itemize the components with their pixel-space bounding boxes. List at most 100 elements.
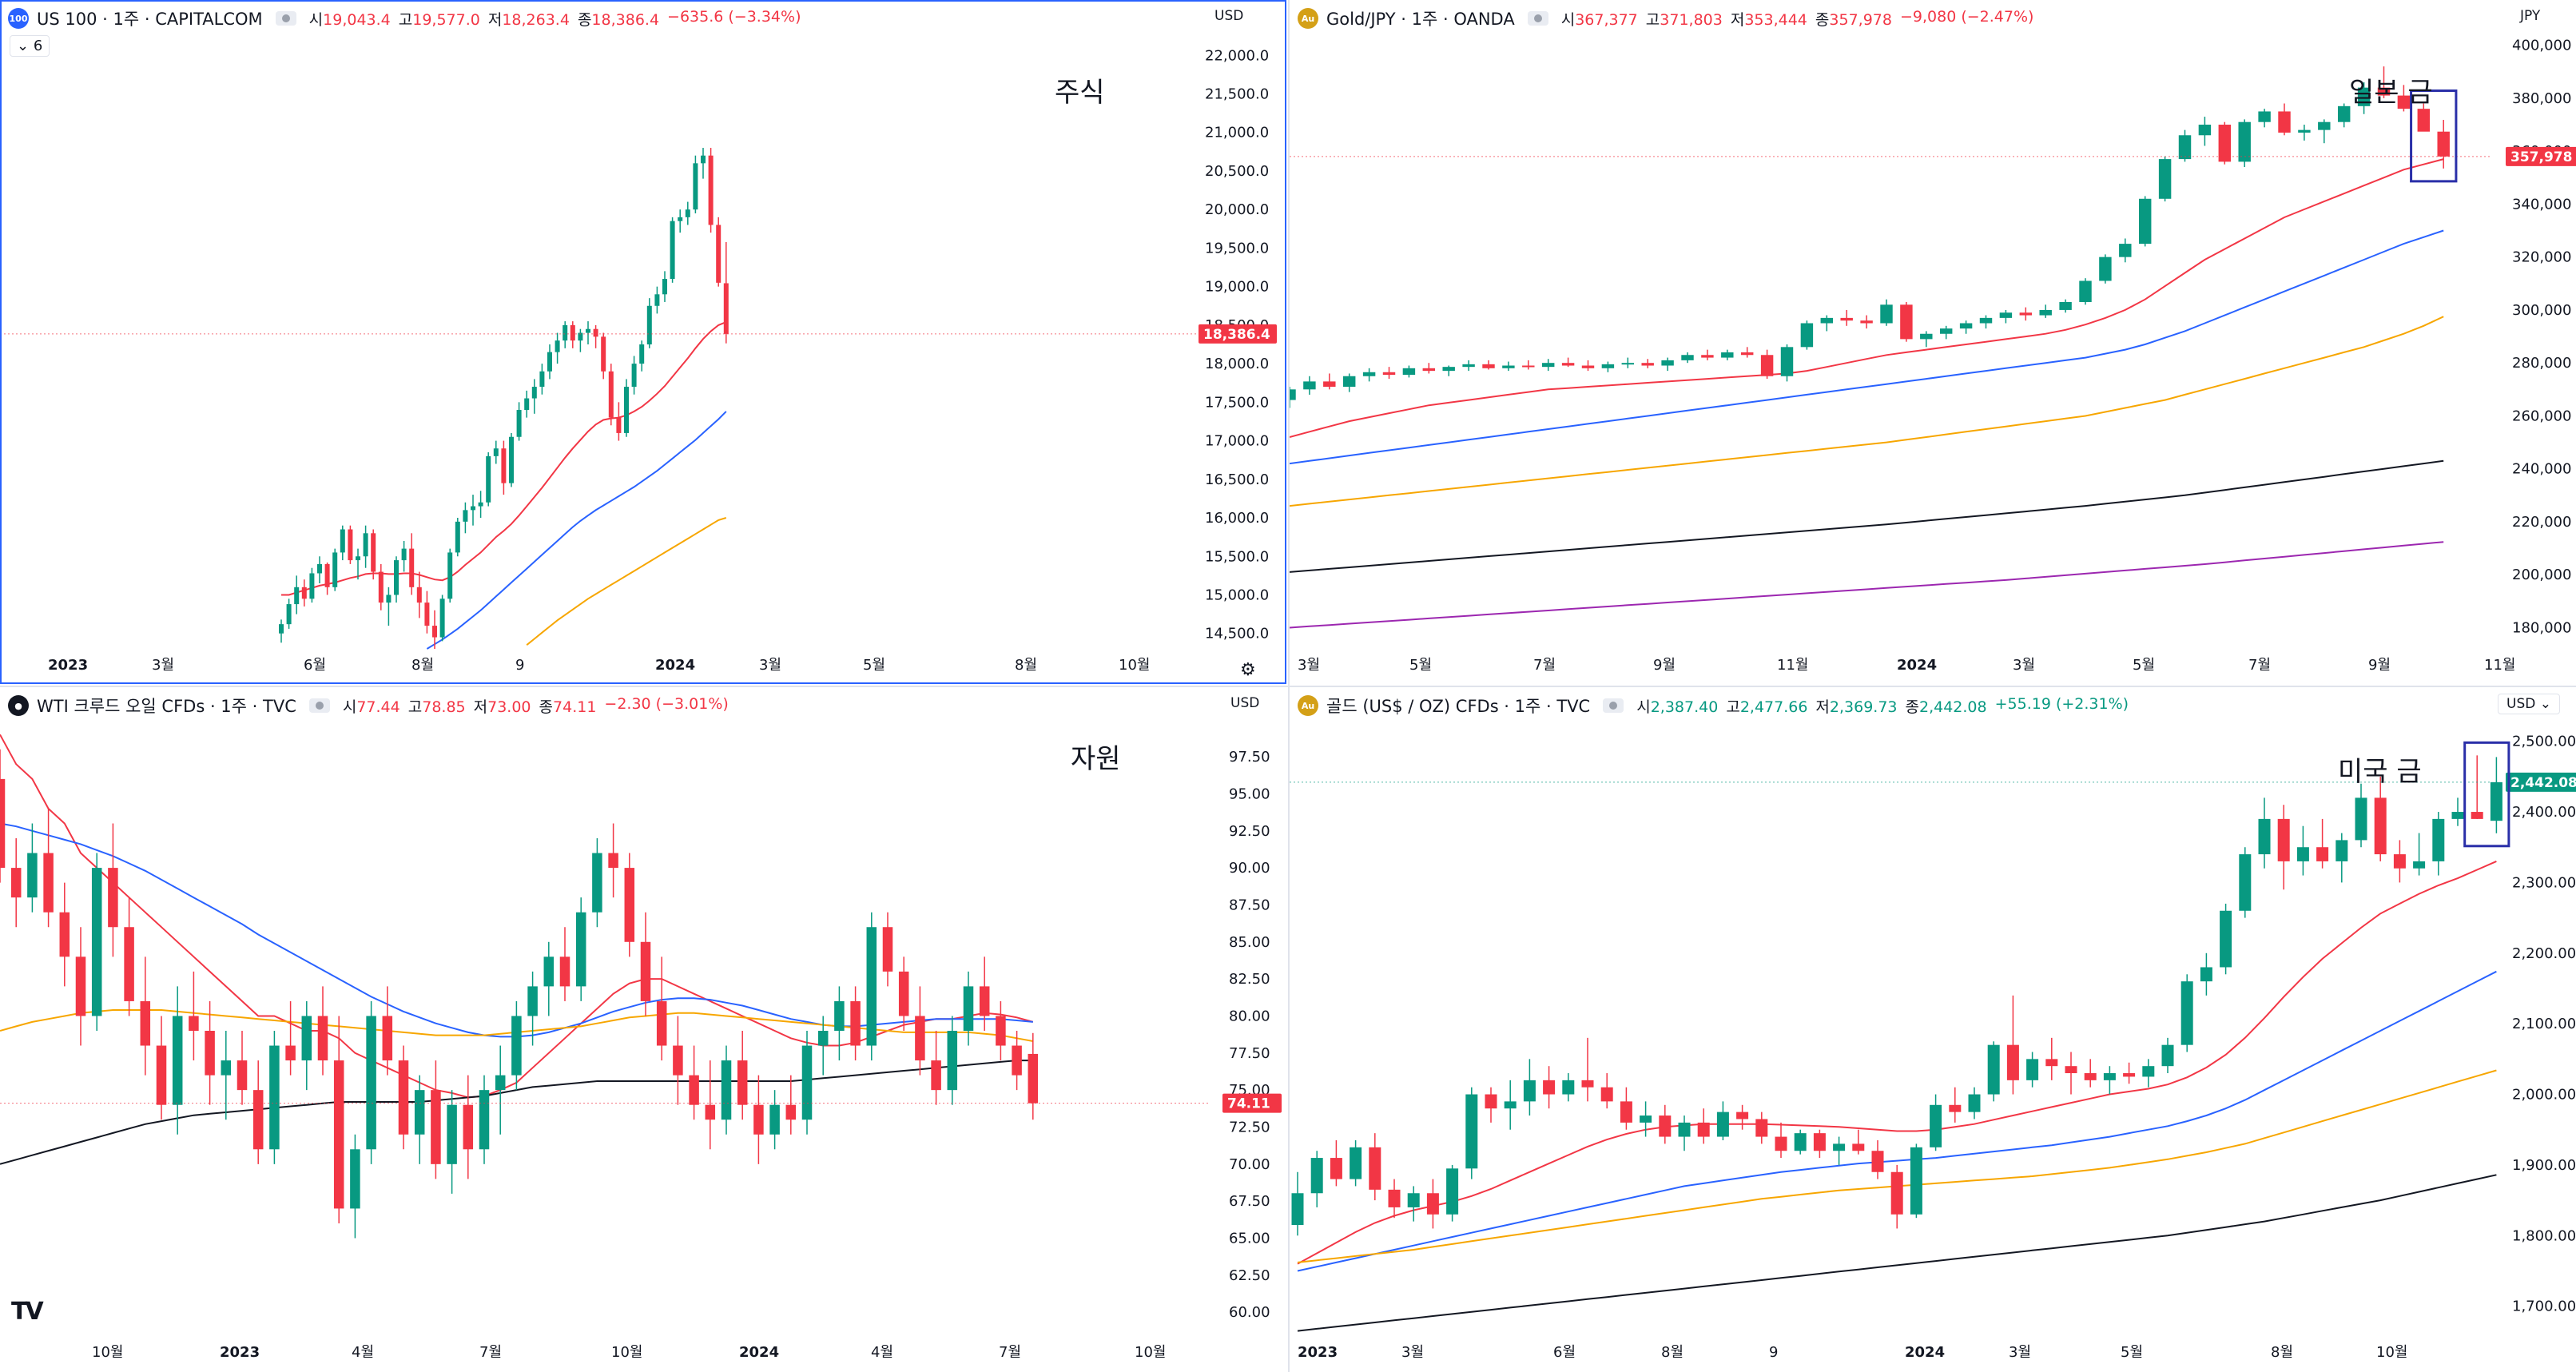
currency-label[interactable]: USD [1230, 695, 1260, 711]
candle-body [1661, 360, 1674, 366]
candle-body [1485, 1094, 1497, 1109]
candle-body [570, 324, 575, 341]
y-tick-label: 21,000.0 [1205, 125, 1269, 141]
chart-pane-us100[interactable]: 14,500.0 15,000.0 15,500.0 16,000.0 16,500.0… [0, 0, 1288, 686]
candle-body [721, 1060, 732, 1120]
us100-chart-svg[interactable]: 14,500.0 15,000.0 15,500.0 16,000.0 16,500.0… [0, 0, 1288, 686]
candle-body [1581, 365, 1595, 368]
candle-body [592, 853, 602, 913]
last-price-tag [1222, 1093, 1282, 1113]
candle-body [1601, 364, 1615, 368]
candle-body [2138, 198, 2152, 245]
ma-line-ma200 [1297, 1174, 2497, 1332]
candle-body [269, 1045, 280, 1150]
eye-icon[interactable] [275, 11, 296, 26]
x-tick-label: 10월 [92, 1344, 123, 1361]
y-tick-label: 70.00 [1229, 1156, 1270, 1173]
candle-body [1502, 365, 1515, 368]
candle-body [124, 927, 134, 1001]
candle-body [398, 1060, 409, 1135]
chart-pane-goldusd[interactable]: 1,700.00 1,800.00 1,900.00 2,000.00 2,100.00… [1290, 687, 2576, 1372]
candle-body [1736, 1112, 1749, 1119]
tradingview-logo[interactable]: TV [11, 1298, 44, 1326]
candle-body [996, 1016, 1006, 1046]
candle-body [616, 417, 622, 433]
symbol-header: Au 골드 (US$ / OZ) CFDs · 1주 · TVC 시2,387.… [1298, 694, 2129, 718]
indicator-toggle[interactable]: ⌄ 6 [10, 35, 50, 57]
candle-body [332, 552, 338, 587]
y-tick-label: 80.00 [1229, 1008, 1270, 1024]
x-tick-label: 10월 [1119, 657, 1150, 674]
y-tick-label: 1,900.00 [2512, 1157, 2576, 1174]
candle-body [432, 626, 437, 638]
currency-select[interactable]: USD ⌄ [2498, 694, 2560, 714]
y-tick-label: 16,000.0 [1205, 510, 1269, 527]
candle-body [172, 1016, 183, 1105]
x-tick-label: 4월 [352, 1344, 374, 1361]
x-tick-label: 10월 [611, 1344, 642, 1361]
ma-line-ma300 [1290, 541, 2444, 629]
candle-body [2180, 981, 2193, 1045]
candle-body [333, 1060, 344, 1209]
y-tick-label: 60.00 [1229, 1304, 1270, 1321]
candle-body [493, 448, 499, 456]
candle-body [670, 221, 675, 280]
candle-body [2059, 301, 2072, 310]
eye-icon[interactable] [308, 698, 330, 713]
x-tick-label: 3월 [759, 657, 781, 674]
symbol-title[interactable]: 골드 (US$ / OZ) CFDs · 1주 · TVC [1326, 697, 1591, 716]
x-tick-label: 9 [515, 657, 524, 674]
candle-body [108, 868, 118, 928]
candle-body [1012, 1045, 1022, 1076]
wti-chart-svg[interactable]: 60.0062.5065.0067.5070.0072.5075.0077.50… [0, 687, 1288, 1372]
ohlc-values: 시19,043.4 고19,577.0 저18,263.4 종18,386.4 … [308, 7, 801, 29]
y-tick-label: 340,000 [2512, 196, 2571, 213]
y-tick-label: 19,500.0 [1205, 240, 1269, 257]
candle-body [685, 209, 690, 217]
ohlc-values: 시77.44 고78.85 저73.00 종74.11 −2.30 (−3.01… [342, 694, 729, 716]
eye-icon[interactable] [1603, 698, 1624, 713]
candle-body [356, 556, 360, 561]
currency-label[interactable]: USD [1214, 8, 1244, 24]
candle-body [1621, 363, 1635, 365]
candle-body [1755, 1119, 1768, 1137]
pane-divider-horizontal[interactable] [0, 686, 2576, 687]
goldusd-chart-svg[interactable]: 1,700.00 1,800.00 1,900.00 2,000.00 2,100.00… [1290, 687, 2576, 1372]
candle-body [2278, 111, 2291, 133]
ma-line-ma50 [426, 411, 727, 650]
candle-body [693, 163, 698, 210]
candle-body [1303, 381, 1316, 390]
y-tick-label: 82.50 [1229, 971, 1270, 988]
chart-pane-wti[interactable]: 60.00 62.50 65.00 67.50 70.00 72.50 75.00 77.50… [0, 687, 1288, 1372]
candle-body [1930, 1104, 1942, 1147]
candle-body [1523, 1080, 1536, 1102]
gold-icon: Au [1298, 8, 1318, 29]
eye-icon[interactable] [1527, 11, 1548, 26]
candle-body [2045, 1059, 2058, 1067]
symbol-title[interactable]: WTI 크루드 오일 CFDs · 1주 · TVC [37, 697, 296, 716]
candle-body [2337, 105, 2351, 122]
candle-body [608, 853, 618, 869]
candle-body [294, 587, 300, 605]
candle-body [578, 332, 583, 341]
candle-body [1426, 1193, 1439, 1215]
chart-pane-goldjpy[interactable]: 180,000 200,000 220,000 240,000 260,000 280,0… [1290, 0, 2576, 686]
y-tick-label: 95.00 [1229, 785, 1270, 802]
goldjpy-chart-svg[interactable]: 180,000 200,000 220,000 240,000 260,000 280,0… [1290, 0, 2576, 686]
x-tick-label: 3월 [2013, 657, 2035, 674]
symbol-title[interactable]: US 100 · 1주 · CAPITALCOM [37, 10, 263, 29]
gold-icon: Au [1298, 695, 1318, 716]
candle-body [1697, 1122, 1710, 1137]
candle-body [601, 336, 606, 372]
symbol-header: 100 US 100 · 1주 · CAPITALCOM 시19,043.4 고… [8, 6, 801, 30]
symbol-title[interactable]: Gold/JPY · 1주 · OANDA [1326, 10, 1515, 29]
gear-icon[interactable]: ⚙ [1240, 660, 1256, 680]
candle-body [1678, 1122, 1691, 1137]
currency-label[interactable]: JPY [2520, 8, 2541, 24]
candle-body [431, 1090, 441, 1164]
x-tick-label: 11월 [2484, 657, 2515, 674]
candle-body [501, 448, 507, 483]
x-tick-label: 10월 [2376, 1344, 2407, 1361]
candle-body [979, 986, 990, 1016]
candle-body [286, 604, 292, 625]
